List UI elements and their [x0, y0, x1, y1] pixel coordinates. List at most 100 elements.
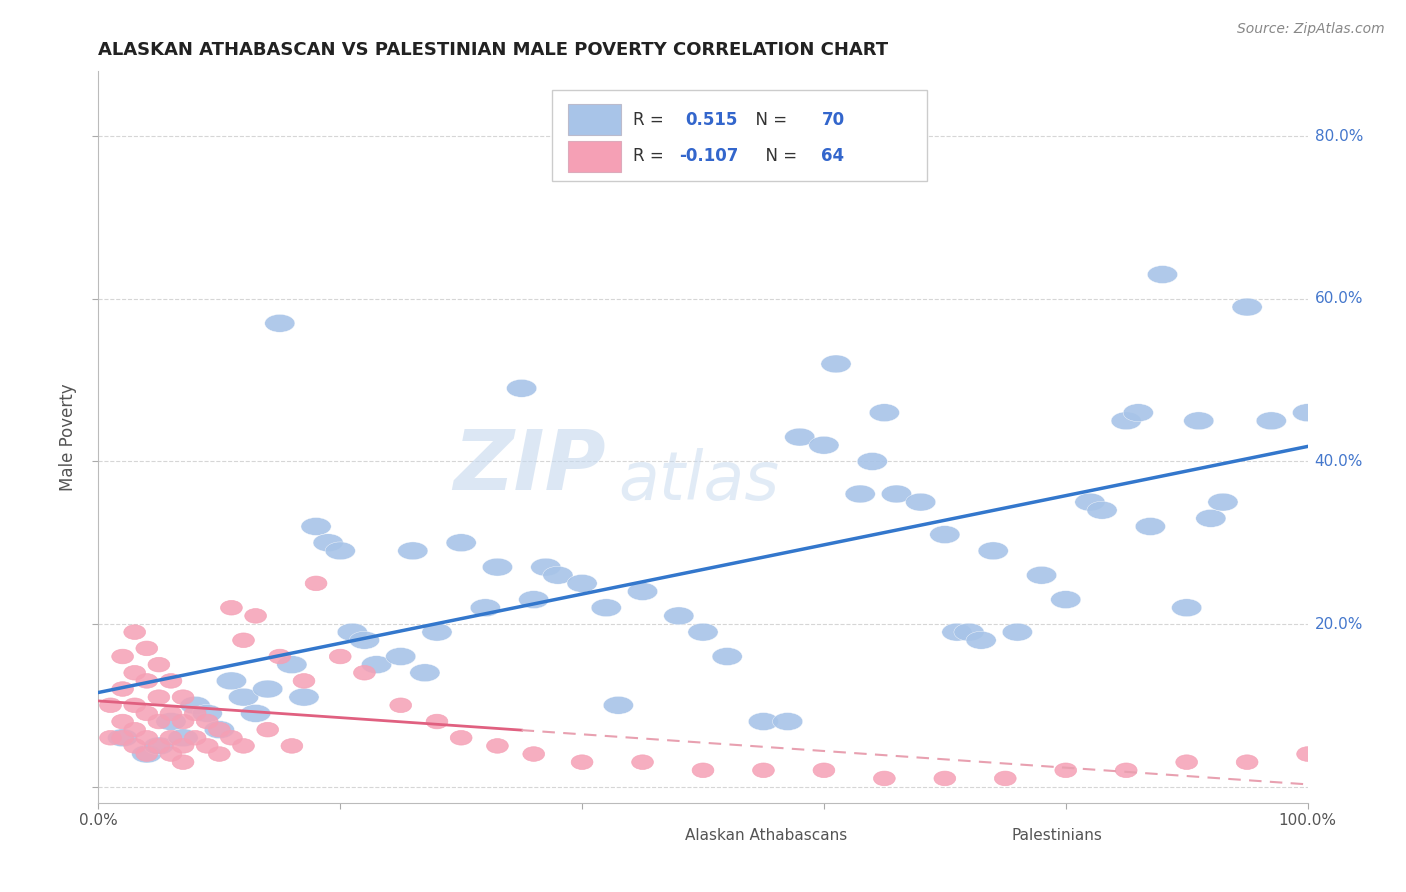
Ellipse shape — [486, 739, 509, 753]
Ellipse shape — [519, 591, 548, 608]
Ellipse shape — [389, 698, 412, 713]
Ellipse shape — [245, 608, 267, 624]
Ellipse shape — [567, 574, 598, 592]
Ellipse shape — [221, 600, 242, 615]
Ellipse shape — [143, 737, 174, 755]
Text: R =: R = — [633, 147, 669, 165]
Text: 60.0%: 60.0% — [1315, 292, 1362, 307]
Ellipse shape — [813, 763, 835, 778]
Ellipse shape — [124, 739, 146, 753]
Ellipse shape — [136, 747, 157, 762]
Ellipse shape — [124, 665, 146, 680]
Ellipse shape — [100, 731, 121, 745]
Ellipse shape — [953, 624, 984, 641]
Ellipse shape — [197, 739, 218, 753]
Ellipse shape — [208, 747, 231, 762]
Ellipse shape — [603, 697, 634, 714]
Ellipse shape — [228, 689, 259, 706]
Ellipse shape — [232, 739, 254, 753]
Ellipse shape — [882, 485, 911, 503]
Ellipse shape — [979, 542, 1008, 560]
Text: Palestinians: Palestinians — [1011, 828, 1102, 843]
Ellipse shape — [136, 731, 157, 745]
Text: 40.0%: 40.0% — [1315, 454, 1362, 469]
Ellipse shape — [1135, 517, 1166, 535]
Ellipse shape — [124, 624, 146, 640]
Ellipse shape — [398, 542, 427, 560]
Text: Alaskan Athabascans: Alaskan Athabascans — [685, 828, 846, 843]
Ellipse shape — [111, 731, 134, 745]
Ellipse shape — [748, 713, 779, 731]
Ellipse shape — [450, 731, 472, 745]
Ellipse shape — [571, 755, 593, 770]
Ellipse shape — [301, 517, 332, 535]
Ellipse shape — [361, 656, 392, 673]
Text: 20.0%: 20.0% — [1315, 616, 1362, 632]
Ellipse shape — [470, 599, 501, 616]
Ellipse shape — [422, 624, 453, 641]
Ellipse shape — [1026, 566, 1057, 584]
Ellipse shape — [217, 672, 246, 690]
Ellipse shape — [184, 731, 207, 745]
Ellipse shape — [409, 664, 440, 681]
Ellipse shape — [148, 739, 170, 753]
Ellipse shape — [314, 533, 343, 551]
Ellipse shape — [1195, 509, 1226, 527]
Ellipse shape — [264, 314, 295, 332]
Ellipse shape — [1292, 404, 1323, 422]
Ellipse shape — [325, 542, 356, 560]
Ellipse shape — [994, 771, 1017, 786]
Ellipse shape — [172, 739, 194, 753]
Ellipse shape — [111, 649, 134, 664]
Ellipse shape — [240, 705, 271, 723]
Ellipse shape — [124, 698, 146, 713]
Ellipse shape — [277, 656, 307, 673]
FancyBboxPatch shape — [568, 104, 621, 135]
Ellipse shape — [1115, 763, 1137, 778]
Ellipse shape — [591, 599, 621, 616]
Ellipse shape — [1147, 266, 1178, 284]
Ellipse shape — [184, 706, 207, 721]
Ellipse shape — [281, 739, 302, 753]
Ellipse shape — [426, 714, 449, 729]
Text: 70: 70 — [821, 111, 845, 128]
Ellipse shape — [506, 379, 537, 397]
Ellipse shape — [136, 673, 157, 689]
Ellipse shape — [353, 665, 375, 680]
Text: 0.515: 0.515 — [685, 111, 737, 128]
Ellipse shape — [193, 705, 222, 723]
Text: 80.0%: 80.0% — [1315, 128, 1362, 144]
Ellipse shape — [221, 731, 242, 745]
Ellipse shape — [808, 436, 839, 454]
Ellipse shape — [858, 452, 887, 470]
Ellipse shape — [1171, 599, 1202, 616]
Ellipse shape — [111, 681, 134, 697]
Text: R =: R = — [633, 111, 669, 128]
Ellipse shape — [821, 355, 851, 373]
Ellipse shape — [305, 576, 328, 591]
Ellipse shape — [873, 771, 896, 786]
Ellipse shape — [1123, 404, 1153, 422]
Ellipse shape — [160, 747, 181, 762]
Ellipse shape — [124, 723, 146, 737]
Ellipse shape — [269, 649, 291, 664]
Ellipse shape — [148, 657, 170, 672]
Ellipse shape — [1054, 763, 1077, 778]
Ellipse shape — [1175, 755, 1198, 770]
Ellipse shape — [845, 485, 876, 503]
Ellipse shape — [349, 632, 380, 649]
Ellipse shape — [100, 698, 121, 713]
Ellipse shape — [337, 624, 367, 641]
Ellipse shape — [160, 673, 181, 689]
Ellipse shape — [329, 649, 352, 664]
Ellipse shape — [1184, 412, 1213, 430]
Text: -0.107: -0.107 — [679, 147, 738, 165]
Ellipse shape — [530, 558, 561, 576]
Ellipse shape — [523, 747, 544, 762]
Ellipse shape — [160, 731, 181, 745]
Text: N =: N = — [745, 111, 793, 128]
Ellipse shape — [136, 641, 157, 656]
Ellipse shape — [111, 714, 134, 729]
Ellipse shape — [631, 755, 654, 770]
Ellipse shape — [1256, 412, 1286, 430]
